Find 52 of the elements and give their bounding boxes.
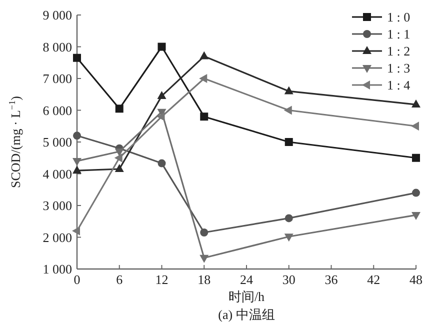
x-tick-label: 0 xyxy=(74,272,80,287)
x-tick-label: 12 xyxy=(155,272,168,287)
point xyxy=(115,104,124,113)
point xyxy=(73,132,81,140)
legend-label: 1 : 1 xyxy=(387,26,410,42)
x-tick-label: 42 xyxy=(367,272,380,287)
point xyxy=(199,74,208,83)
point xyxy=(200,112,208,121)
point xyxy=(284,214,293,222)
point xyxy=(73,54,81,62)
x-tick-label: 6 xyxy=(116,272,124,287)
x-tick-label: 18 xyxy=(198,272,211,287)
legend-label: 1 : 0 xyxy=(387,10,410,24)
point xyxy=(72,226,80,236)
x-axis-title: 时间/h xyxy=(228,289,266,304)
point xyxy=(72,158,82,166)
text: (a) 中温组 xyxy=(218,307,275,322)
point xyxy=(412,188,420,197)
point xyxy=(158,42,166,51)
point xyxy=(158,159,166,168)
y-tick-label: 3 000 xyxy=(42,198,72,213)
point xyxy=(412,100,420,108)
y-tick-label: 6 000 xyxy=(42,102,72,118)
y-tick-label: 2 000 xyxy=(42,230,72,245)
point xyxy=(412,212,420,220)
y-tick-label: 5 000 xyxy=(42,134,72,150)
y-tick-label: 1 000 xyxy=(42,262,72,276)
point xyxy=(114,164,124,172)
x-tick-label: 36 xyxy=(324,272,338,287)
point xyxy=(200,228,208,236)
point xyxy=(114,153,122,162)
legend-label: 1 : 2 xyxy=(387,44,410,58)
y-tick-label: 7 000 xyxy=(42,71,72,86)
y-tick-label: 8 000 xyxy=(42,39,72,54)
x-tick-label: 48 xyxy=(410,272,422,287)
y-tick-label: 9 000 xyxy=(42,8,72,22)
point xyxy=(284,234,294,242)
legend-label: 1 : 3 xyxy=(387,60,410,76)
x-tick-label: 24 xyxy=(240,272,254,287)
point xyxy=(200,51,209,60)
point xyxy=(284,86,294,94)
x-tick-label: 30 xyxy=(282,272,296,287)
point xyxy=(72,166,82,174)
point xyxy=(284,138,293,146)
y-tick-label: 4 000 xyxy=(42,166,72,182)
point xyxy=(284,106,292,115)
point xyxy=(156,112,165,122)
point xyxy=(412,154,420,162)
legend-label: 1 : 4 xyxy=(387,78,411,92)
point xyxy=(157,90,166,99)
point xyxy=(411,122,419,131)
point xyxy=(200,254,209,263)
